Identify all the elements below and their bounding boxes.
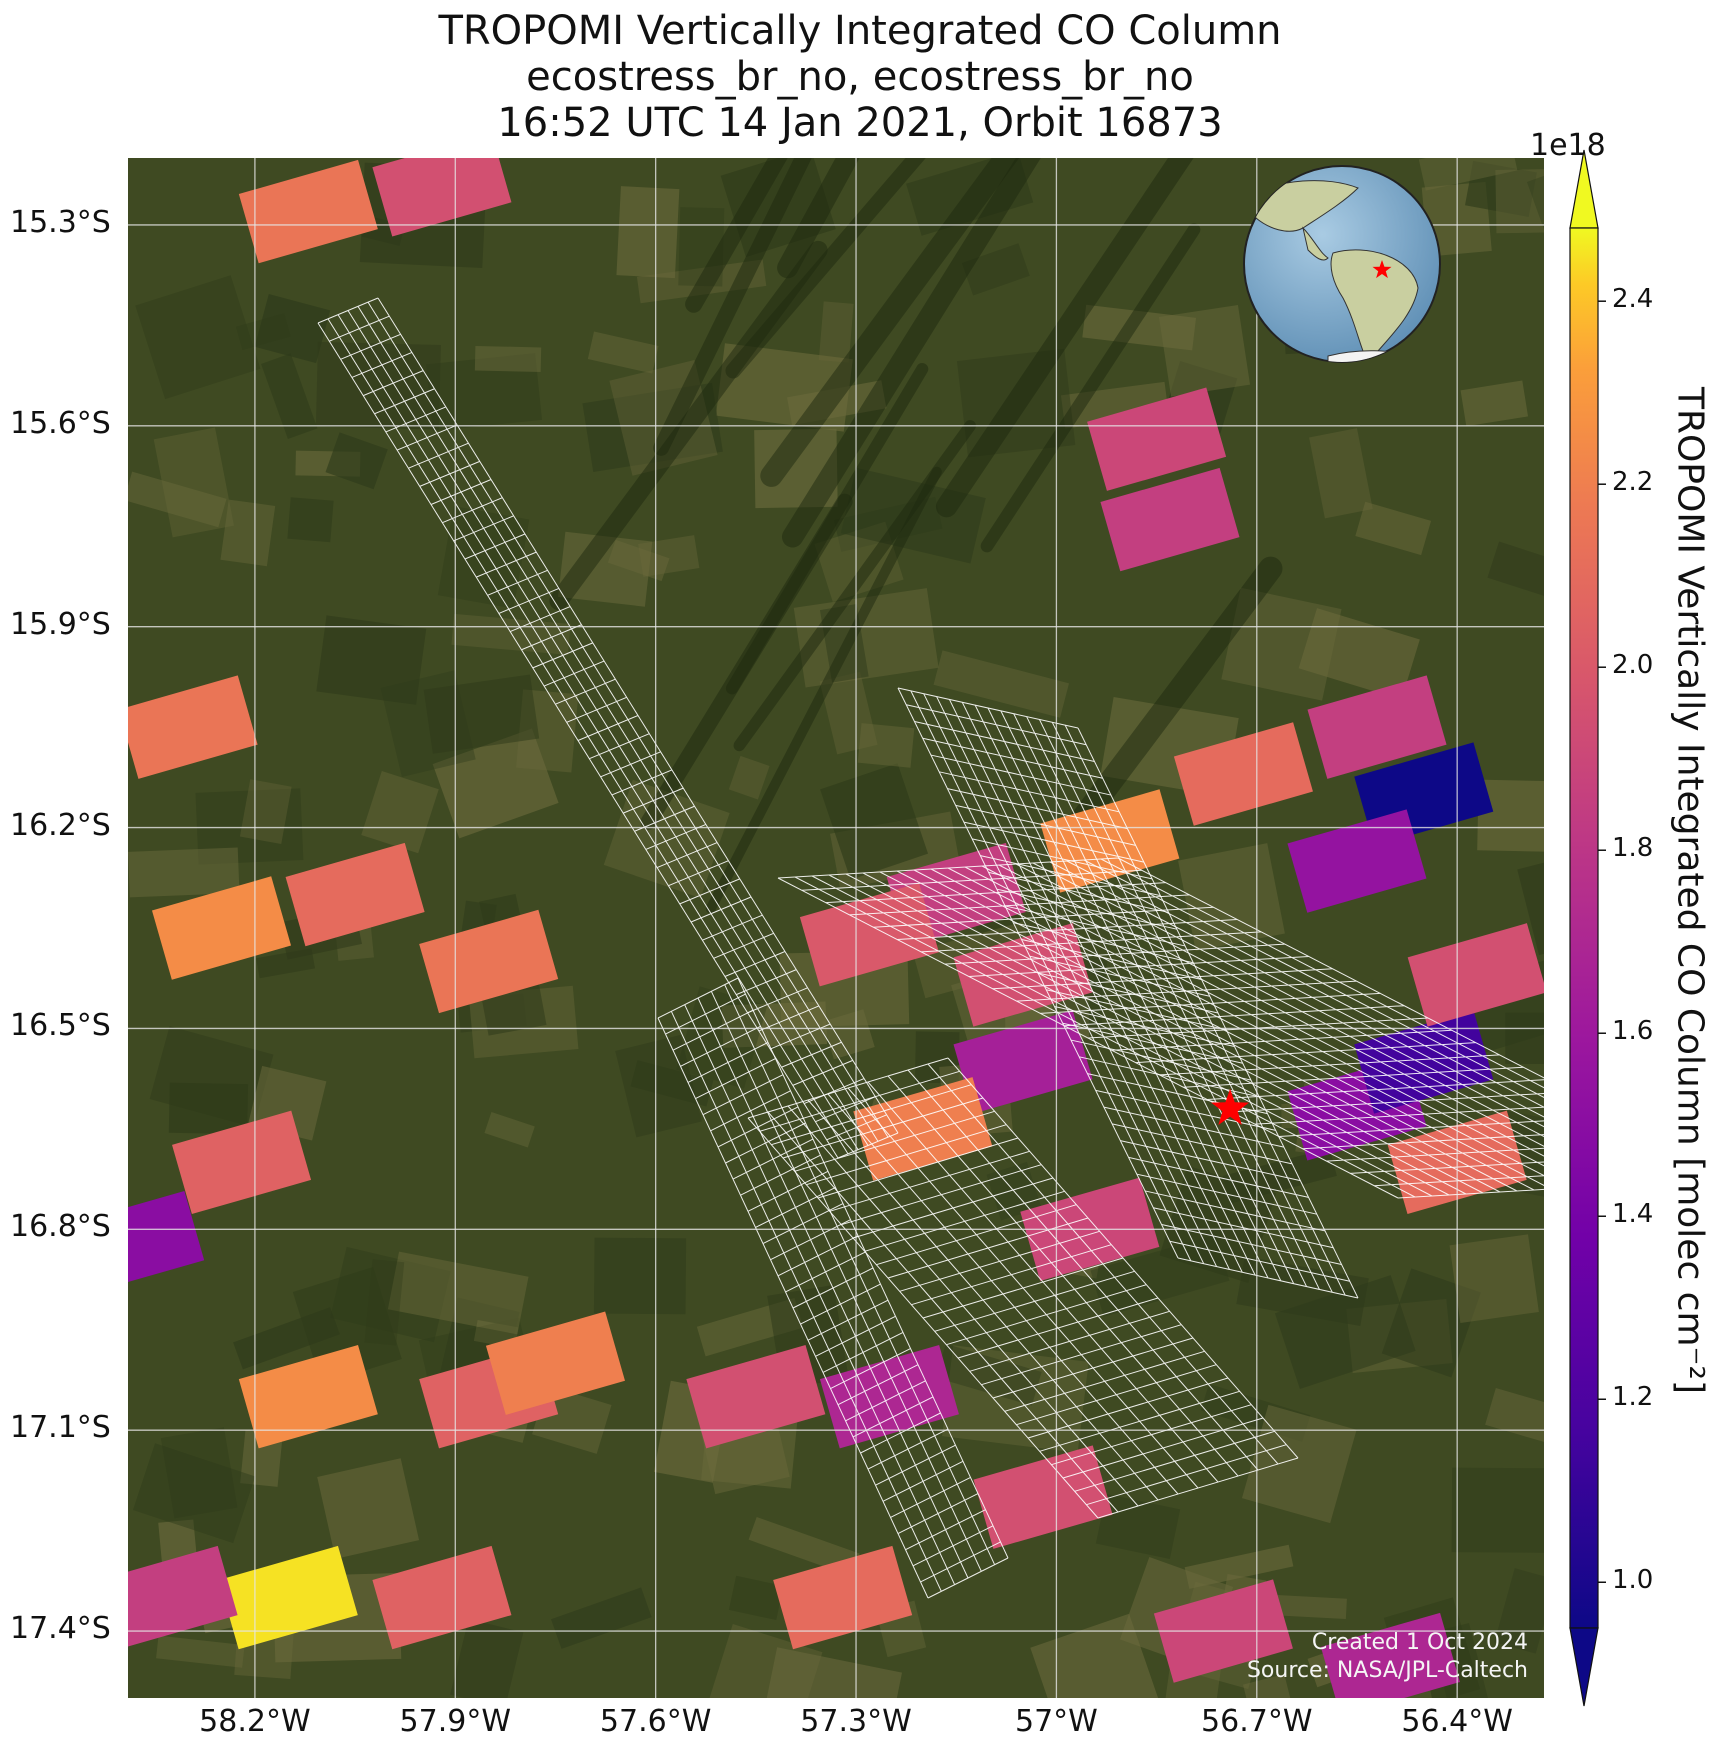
co-pixel-29: [372, 1545, 512, 1650]
colorbar-exponent: 1e18: [1530, 128, 1606, 163]
colorbar-label: TROPOMI Vertically Integrated CO Column …: [1669, 386, 1711, 1395]
colorbar: [1569, 149, 1606, 1707]
footprint-swath-central: [897, 687, 1359, 1299]
co-pixel-16: [1354, 1010, 1494, 1114]
co-pixel-18: [1407, 923, 1544, 1027]
lon-tick-label-6: 56.4°W: [1401, 1704, 1513, 1739]
co-pixel-7: [1287, 809, 1427, 913]
co-pixel-12: [953, 1010, 1093, 1114]
ecostress-footprint-grid: [317, 297, 1544, 1599]
lat-tick-label-0: 15.3°S: [10, 204, 111, 240]
credit-source: Source: NASA/JPL-Caltech: [1246, 1658, 1528, 1683]
lon-tick-label-5: 56.7°W: [1201, 1704, 1313, 1739]
co-pixel-3: [1100, 467, 1240, 572]
co-pixel-21: [285, 842, 425, 947]
lat-tick-label-7: 17.4°S: [10, 1611, 111, 1647]
colorbar-tick-7: 2.4: [1612, 284, 1654, 315]
co-pixel-0: [238, 159, 378, 264]
co-pixel-23: [172, 1110, 312, 1215]
co-pixel-2: [1087, 387, 1227, 491]
co-pixel-24: [128, 1191, 205, 1295]
colorbar-tick-6: 2.2: [1612, 467, 1654, 498]
co-pixel-25: [238, 1345, 378, 1449]
lon-tick-label-1: 57.9°W: [399, 1704, 512, 1739]
map-canvas[interactable]: [128, 158, 1544, 1698]
co-pixel-28: [218, 1545, 358, 1650]
lat-tick-label-4: 16.5°S: [10, 1008, 111, 1044]
co-pixel-6: [1173, 722, 1313, 826]
co-pixel-31: [686, 1345, 826, 1449]
colorbar-tick-2: 1.4: [1612, 1199, 1654, 1230]
footprint-swath-southcentral: [747, 1057, 1299, 1519]
co-pixel-27: [485, 1311, 625, 1415]
colorbar-tick-4: 1.8: [1612, 833, 1654, 864]
satellite-basemap: [128, 158, 1544, 1698]
lon-tick-label-2: 57.6°W: [599, 1704, 712, 1739]
footprint-strip-northwest: [317, 297, 899, 1159]
co-pixel-19: [128, 675, 258, 779]
lat-tick-label-5: 16.8°S: [10, 1209, 111, 1245]
credit-created: Created 1 Oct 2024: [1311, 1630, 1528, 1655]
colorbar-tick-5: 2.0: [1612, 650, 1654, 681]
co-pixel-1: [372, 158, 512, 237]
co-pixel-13: [853, 1077, 993, 1181]
map-subtitle: ecostress_br_no, ecostress_br_no: [526, 54, 1194, 100]
co-pixel-11: [799, 883, 939, 987]
star-icon: [1211, 1088, 1250, 1125]
co-pixel-30: [128, 1545, 238, 1650]
colorbar-tick-1: 1.2: [1612, 1382, 1654, 1413]
site-marker-star[interactable]: [1211, 1088, 1250, 1125]
co-pixel-36: [1320, 1612, 1460, 1698]
co-pixel-4: [1307, 675, 1447, 779]
map-panel[interactable]: [128, 158, 1544, 1698]
lat-tick-label-6: 17.1°S: [10, 1410, 111, 1446]
map-title: TROPOMI Vertically Integrated CO Column: [438, 8, 1282, 54]
colorbar-tick-0: 1.0: [1612, 1565, 1654, 1596]
colorbar-tick-3: 1.6: [1612, 1016, 1654, 1047]
co-pixel-22: [419, 909, 559, 1014]
lon-tick-label-0: 58.2°W: [199, 1704, 311, 1739]
co-pixel-20: [151, 876, 292, 980]
co-pixel-34: [973, 1445, 1113, 1549]
inset-star-icon: [1372, 260, 1392, 279]
footprint-strip-south: [657, 977, 1009, 1599]
lat-tick-label-1: 15.6°S: [10, 405, 111, 441]
map-timestamp: 16:52 UTC 14 Jan 2021, Orbit 16873: [497, 100, 1223, 146]
lat-tick-label-3: 16.2°S: [10, 807, 111, 843]
co-pixel-33: [773, 1545, 913, 1650]
lon-tick-label-3: 57.3°W: [800, 1704, 912, 1739]
lat-tick-label-2: 15.9°S: [10, 606, 111, 642]
lon-tick-label-4: 57°W: [1014, 1704, 1098, 1739]
footprint-swath-east: [777, 857, 1544, 1199]
